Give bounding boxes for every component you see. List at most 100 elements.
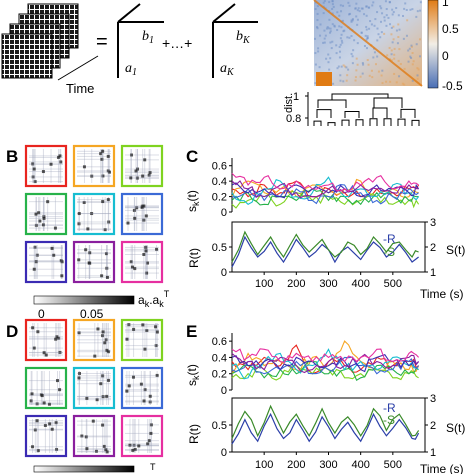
matrix-cell — [393, 57, 396, 60]
matrix-cell — [338, 14, 341, 17]
x-tick-label: 400 — [351, 459, 369, 471]
panel-d: D T — [6, 318, 164, 473]
panel-d-colorbar: T — [33, 462, 156, 473]
y-tick-label: 0.2 — [212, 369, 227, 381]
y-tick-label-right: 3 — [430, 217, 436, 229]
y-tick-label: 0.6 — [212, 336, 227, 348]
stacked-frames-icon — [1, 3, 79, 79]
matrix-cell — [383, 19, 386, 22]
y-tick-label: 0.4 — [212, 352, 227, 364]
matrix-cell — [342, 4, 345, 7]
header-panel: Time = b1 a1 +…+ bK aK 1 — [1, 0, 463, 126]
matrix-cell — [359, 75, 362, 78]
matrix-cell — [353, 39, 356, 42]
svg-text:a1: a1 — [125, 61, 137, 78]
matrix-cell — [335, 52, 338, 55]
matrix-cell — [354, 79, 357, 82]
matrix-cell — [381, 69, 384, 72]
matrix-cell — [380, 74, 383, 77]
matrix-cell — [336, 29, 339, 32]
panel-d-letter: D — [6, 322, 18, 341]
matrix-cell — [338, 25, 341, 28]
series-line — [231, 180, 419, 199]
matrix-cell — [330, 47, 333, 50]
panel-e-bottom-plot: 0.5 0 3 2 1 100 200 300 400 500 — [212, 393, 436, 471]
panel-e-legend-r: -R — [383, 401, 396, 415]
matrix-cell — [350, 19, 353, 22]
matrix-cell — [317, 50, 320, 53]
matrix-cell — [351, 62, 354, 65]
matrix-cell — [391, 8, 394, 11]
matrix-cell — [405, 34, 408, 37]
matrix-cell — [405, 8, 408, 11]
matrix-cell — [365, 47, 368, 50]
matrix-cell — [393, 72, 396, 75]
matrix-cell — [364, 34, 367, 37]
matrix-cell — [340, 65, 343, 68]
dendrogram-branch — [344, 111, 360, 118]
matrix-cell — [411, 79, 414, 82]
matrix-cell — [345, 66, 348, 69]
panel-c-bottom-ylabel-right: S(t) — [446, 243, 465, 257]
y-tick-label-right: 2 — [430, 242, 436, 254]
series-line — [231, 352, 419, 374]
matrix-cell — [339, 79, 342, 82]
correlation-colorbar: 1 0.5 0 -0.5 — [427, 0, 463, 93]
matrix-cell — [412, 60, 415, 63]
matrix-cell — [376, 39, 379, 42]
dendrogram-branch — [372, 107, 388, 118]
matrix-cell — [385, 14, 388, 17]
matrix-cell — [366, 37, 369, 40]
matrix-cell — [368, 27, 371, 30]
matrix-cell — [339, 4, 342, 7]
matrix-cell — [384, 0, 387, 3]
x-tick-label: 400 — [351, 278, 369, 290]
matrix-cell — [314, 8, 317, 11]
dendrogram-branch — [331, 93, 389, 100]
svg-text:T: T — [150, 462, 156, 472]
matrix-cell — [356, 23, 359, 26]
matrix-cell — [316, 27, 319, 30]
panel-b-frame-grid — [24, 144, 164, 284]
matrix-cell — [329, 57, 332, 60]
loading-matrix-frame — [120, 144, 164, 188]
panel-c-bottom-ylabel-left: R(t) — [187, 248, 201, 268]
matrix-cell — [396, 42, 399, 45]
matrix-cell — [341, 19, 344, 22]
matrix-cell — [389, 80, 392, 83]
matrix-cell — [397, 14, 400, 17]
matrix-cell — [416, 77, 419, 80]
matrix-cell — [325, 57, 328, 60]
x-tick-label: 300 — [319, 459, 337, 471]
matrix-cell — [327, 61, 330, 64]
panel-e-top-ylabel: sk(t) — [185, 364, 201, 386]
matrix-cell — [383, 16, 386, 19]
matrix-cell — [376, 55, 379, 58]
matrix-cell — [403, 7, 406, 10]
matrix-cell — [391, 13, 394, 16]
matrix-cell — [329, 27, 332, 30]
matrix-cell — [392, 25, 395, 28]
correlation-matrix — [313, 0, 423, 87]
matrix-cell — [329, 30, 332, 33]
svg-text:1: 1 — [442, 0, 449, 9]
dendrogram: 1 0.8 dist. — [283, 91, 420, 126]
matrix-cell — [351, 19, 354, 22]
y-tick-label-right: 2 — [430, 420, 436, 432]
matrix-cell — [363, 44, 366, 47]
x-tick-label: 500 — [384, 459, 402, 471]
matrix-cell — [331, 3, 334, 6]
matrix-cell — [337, 65, 340, 68]
matrix-cell — [314, 37, 317, 40]
series-line-S — [231, 230, 419, 263]
matrix-cell — [379, 5, 382, 8]
matrix-cell — [340, 39, 343, 42]
loading-matrix-frame — [120, 192, 164, 236]
matrix-cell — [350, 20, 353, 23]
matrix-cell — [395, 81, 398, 84]
matrix-cell — [348, 4, 351, 7]
svg-text:bK: bK — [236, 29, 251, 46]
matrix-cell — [368, 74, 371, 77]
panel-c-xlabel: Time (s) — [420, 287, 464, 301]
y-tick-label: 0.4 — [212, 176, 227, 188]
